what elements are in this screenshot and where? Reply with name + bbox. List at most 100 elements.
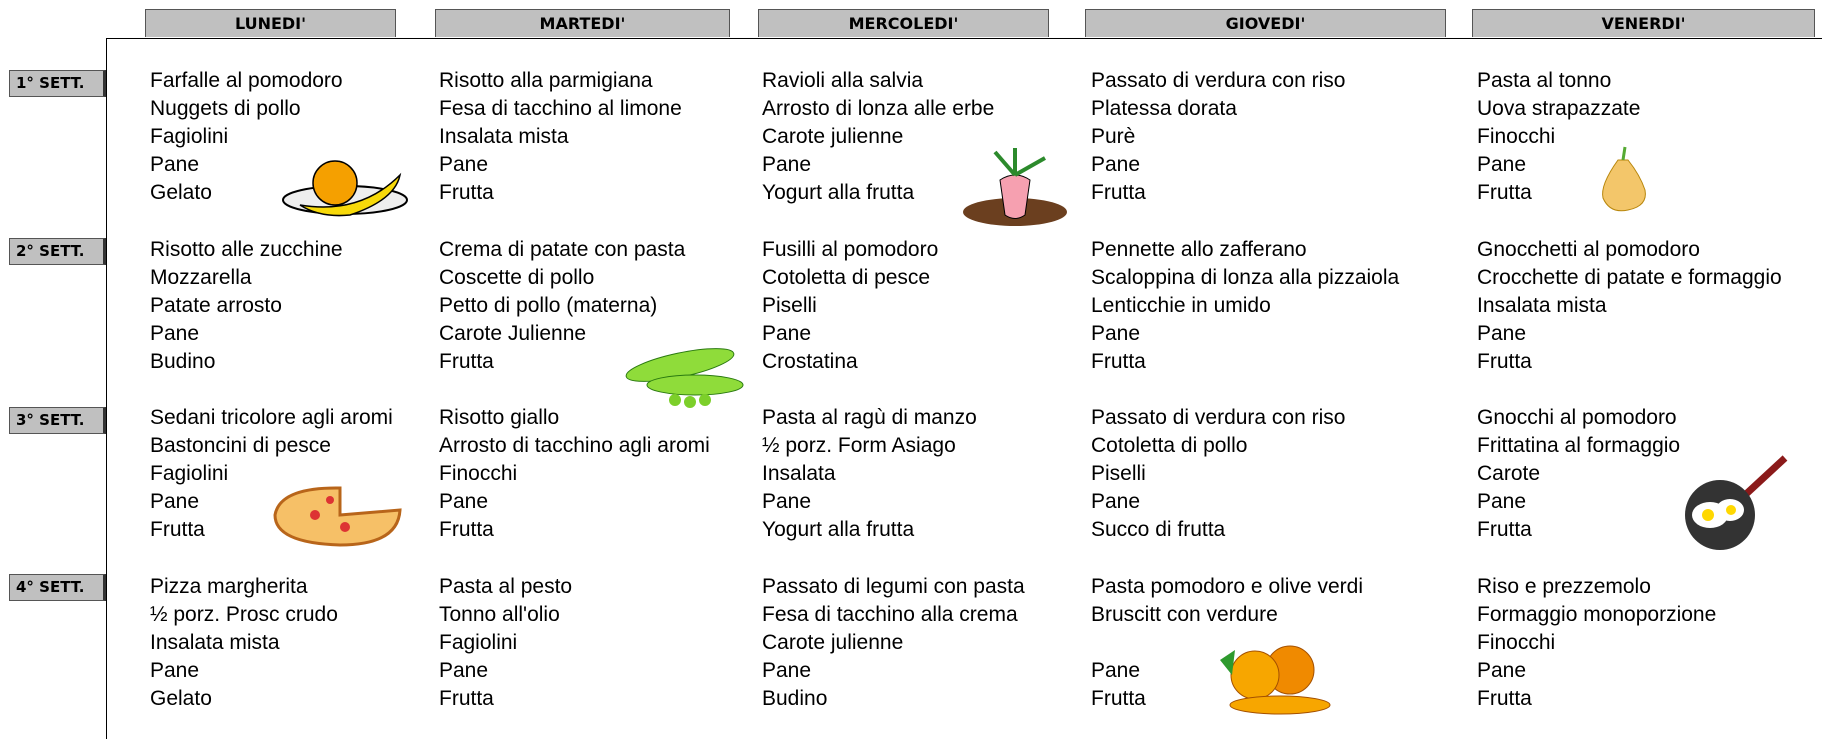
week-label: 1° SETT. [9,70,106,97]
menu-item: Pane [1477,153,1527,176]
menu-item: Pane [1091,153,1141,176]
menu-item: Pane [1091,490,1141,513]
menu-item: Sedani tricolore agli aromi [150,406,393,429]
menu-item: Risotto giallo [439,406,560,429]
menu-item: Fusilli al pomodoro [762,238,939,261]
week-label: 4° SETT. [9,574,106,601]
menu-item: Pane [1091,322,1141,345]
menu-item: Finocchi [1477,125,1556,148]
menu-item: Pane [439,490,489,513]
radish [963,148,1067,226]
peas [625,348,744,408]
menu-item: Fagiolini [150,125,229,148]
menu-item: Gelato [150,181,212,204]
day-header: VENERDI' [1472,9,1815,37]
day-header: MERCOLEDI' [758,9,1049,37]
menu-item: Pizza margherita [150,575,308,598]
menu-item: Pane [1477,490,1527,513]
menu-item: Pasta al ragù di manzo [762,406,977,429]
menu-item: Fesa di tacchino alla crema [762,603,1018,626]
pear [1602,146,1646,212]
menu-item: Passato di verdura con riso [1091,69,1346,92]
menu-item: Frutta [1477,350,1532,373]
menu-item: Ravioli alla salvia [762,69,924,92]
day-header: GIOVEDI' [1085,9,1446,37]
menu-item: Pane [150,659,200,682]
menu-item: Frutta [1477,687,1532,710]
menu-item: Crema di patate con pasta [439,238,686,261]
menu-item: Pane [150,322,200,345]
week-label: 3° SETT. [9,407,106,434]
menu-item: Pennette allo zafferano [1091,238,1307,261]
menu-item: Pane [762,322,812,345]
menu-item: Fagiolini [150,462,229,485]
menu-item: Pane [439,153,489,176]
menu-item: Frutta [1091,181,1146,204]
menu-item: Pane [150,490,200,513]
fruit-bowl [282,160,408,217]
menu-item: Lenticchie in umido [1091,294,1271,317]
menu-item: Pane [1477,322,1527,345]
menu-item: Formaggio monoporzione [1477,603,1717,626]
menu-item: Pasta pomodoro e olive verdi [1091,575,1363,598]
menu-item: Frutta [439,181,494,204]
menu-item: ½ porz. Form Asiago [762,434,956,457]
menu-item: Pane [762,659,812,682]
menu-item: Coscette di pollo [439,266,595,289]
oranges [1220,645,1331,715]
menu-item: Pasta al tonno [1477,69,1612,92]
menu-item: Carote [1477,462,1541,485]
menu-item: Mozzarella [150,266,252,289]
menu-item: Crostatina [762,350,858,373]
menu-item: Frutta [1477,518,1532,541]
menu-item: Insalata mista [439,125,569,148]
menu-item: Carote julienne [762,631,904,654]
menu-item: Carote Julienne [439,322,587,345]
menu-item: Budino [150,350,216,373]
menu-item: Frutta [1091,350,1146,373]
menu-item: Cotoletta di pollo [1091,434,1248,457]
menu-item: Cotoletta di pesce [762,266,931,289]
menu-item: Frutta [439,518,494,541]
menu-item: Arrosto di tacchino agli aromi [439,434,710,457]
menu-item: Risotto alla parmigiana [439,69,653,92]
menu-item: Pasta al pesto [439,575,573,598]
menu-item: Pane [150,153,200,176]
menu-item: Patate arrosto [150,294,282,317]
menu-item: Frutta [1091,687,1146,710]
menu-item: Insalata mista [1477,294,1607,317]
menu-item: Crocchette di patate e formaggio [1477,266,1782,289]
menu-item: Pane [1091,659,1141,682]
menu-frame [106,38,1822,739]
menu-item: Finocchi [439,462,518,485]
day-header: LUNEDI' [145,9,396,37]
menu-item: Finocchi [1477,631,1556,654]
menu-item: Petto di pollo (materna) [439,294,658,317]
menu-item: Budino [762,687,828,710]
menu-item: Riso e prezzemolo [1477,575,1651,598]
menu-item: Bastoncini di pesce [150,434,331,457]
menu-item: Uova strapazzate [1477,97,1641,120]
menu-item: Frutta [1477,181,1532,204]
menu-item: Tonno all'olio [439,603,560,626]
menu-item: Gnocchi al pomodoro [1477,406,1677,429]
menu-item: Passato di verdura con riso [1091,406,1346,429]
menu-item: Frittatina al formaggio [1477,434,1681,457]
menu-item: Piselli [1091,462,1146,485]
menu-item: ½ porz. Prosc crudo [150,603,338,626]
menu-item: Frutta [439,350,494,373]
menu-item: Scaloppina di lonza alla pizzaiola [1091,266,1400,289]
menu-item: Nuggets di pollo [150,97,301,120]
menu-item: Yogurt alla frutta [762,518,915,541]
menu-item: Purè [1091,125,1136,148]
pizza [273,486,402,547]
menu-item: Insalata mista [150,631,280,654]
menu-item: Carote julienne [762,125,904,148]
menu-item: Pane [439,659,489,682]
menu-item: Farfalle al pomodoro [150,69,343,92]
week-label: 2° SETT. [9,238,106,265]
menu-item: Fesa di tacchino al limone [439,97,682,120]
menu-item: Yogurt alla frutta [762,181,915,204]
